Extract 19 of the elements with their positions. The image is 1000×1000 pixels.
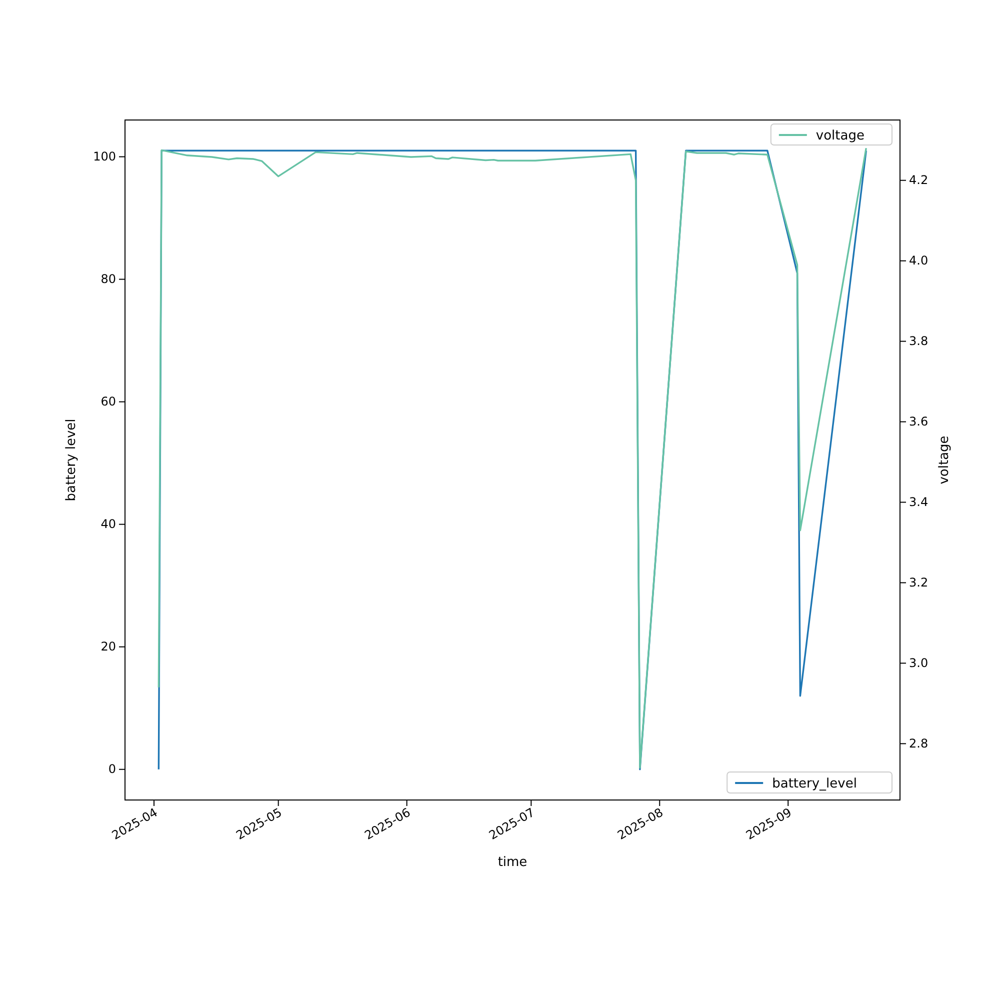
y-tick-label: 0 [108, 762, 116, 776]
y-tick-label: 20 [100, 640, 116, 654]
y-tick-label: 100 [93, 150, 116, 164]
y-tick-label: 80 [100, 272, 116, 286]
legend-label: voltage [816, 128, 864, 144]
x-axis-title: time [498, 855, 528, 870]
y2-axis-title: voltage [937, 436, 952, 484]
y-axis-title: battery level [64, 418, 79, 502]
y2-tick-label: 3.4 [909, 495, 928, 510]
y2-tick-label: 4.2 [909, 173, 928, 188]
y-tick-label: 60 [100, 394, 116, 409]
y2-tick-label: 3.6 [909, 414, 928, 429]
y2-tick-label: 2.8 [909, 736, 928, 751]
y2-tick-label: 3.8 [909, 334, 928, 348]
y2-tick-label: 3.2 [909, 576, 928, 590]
y-tick-label: 40 [100, 517, 116, 532]
y2-tick-label: 3.0 [909, 656, 928, 670]
y2-tick-label: 4.0 [909, 254, 928, 268]
legend-label: battery_level [772, 776, 857, 792]
